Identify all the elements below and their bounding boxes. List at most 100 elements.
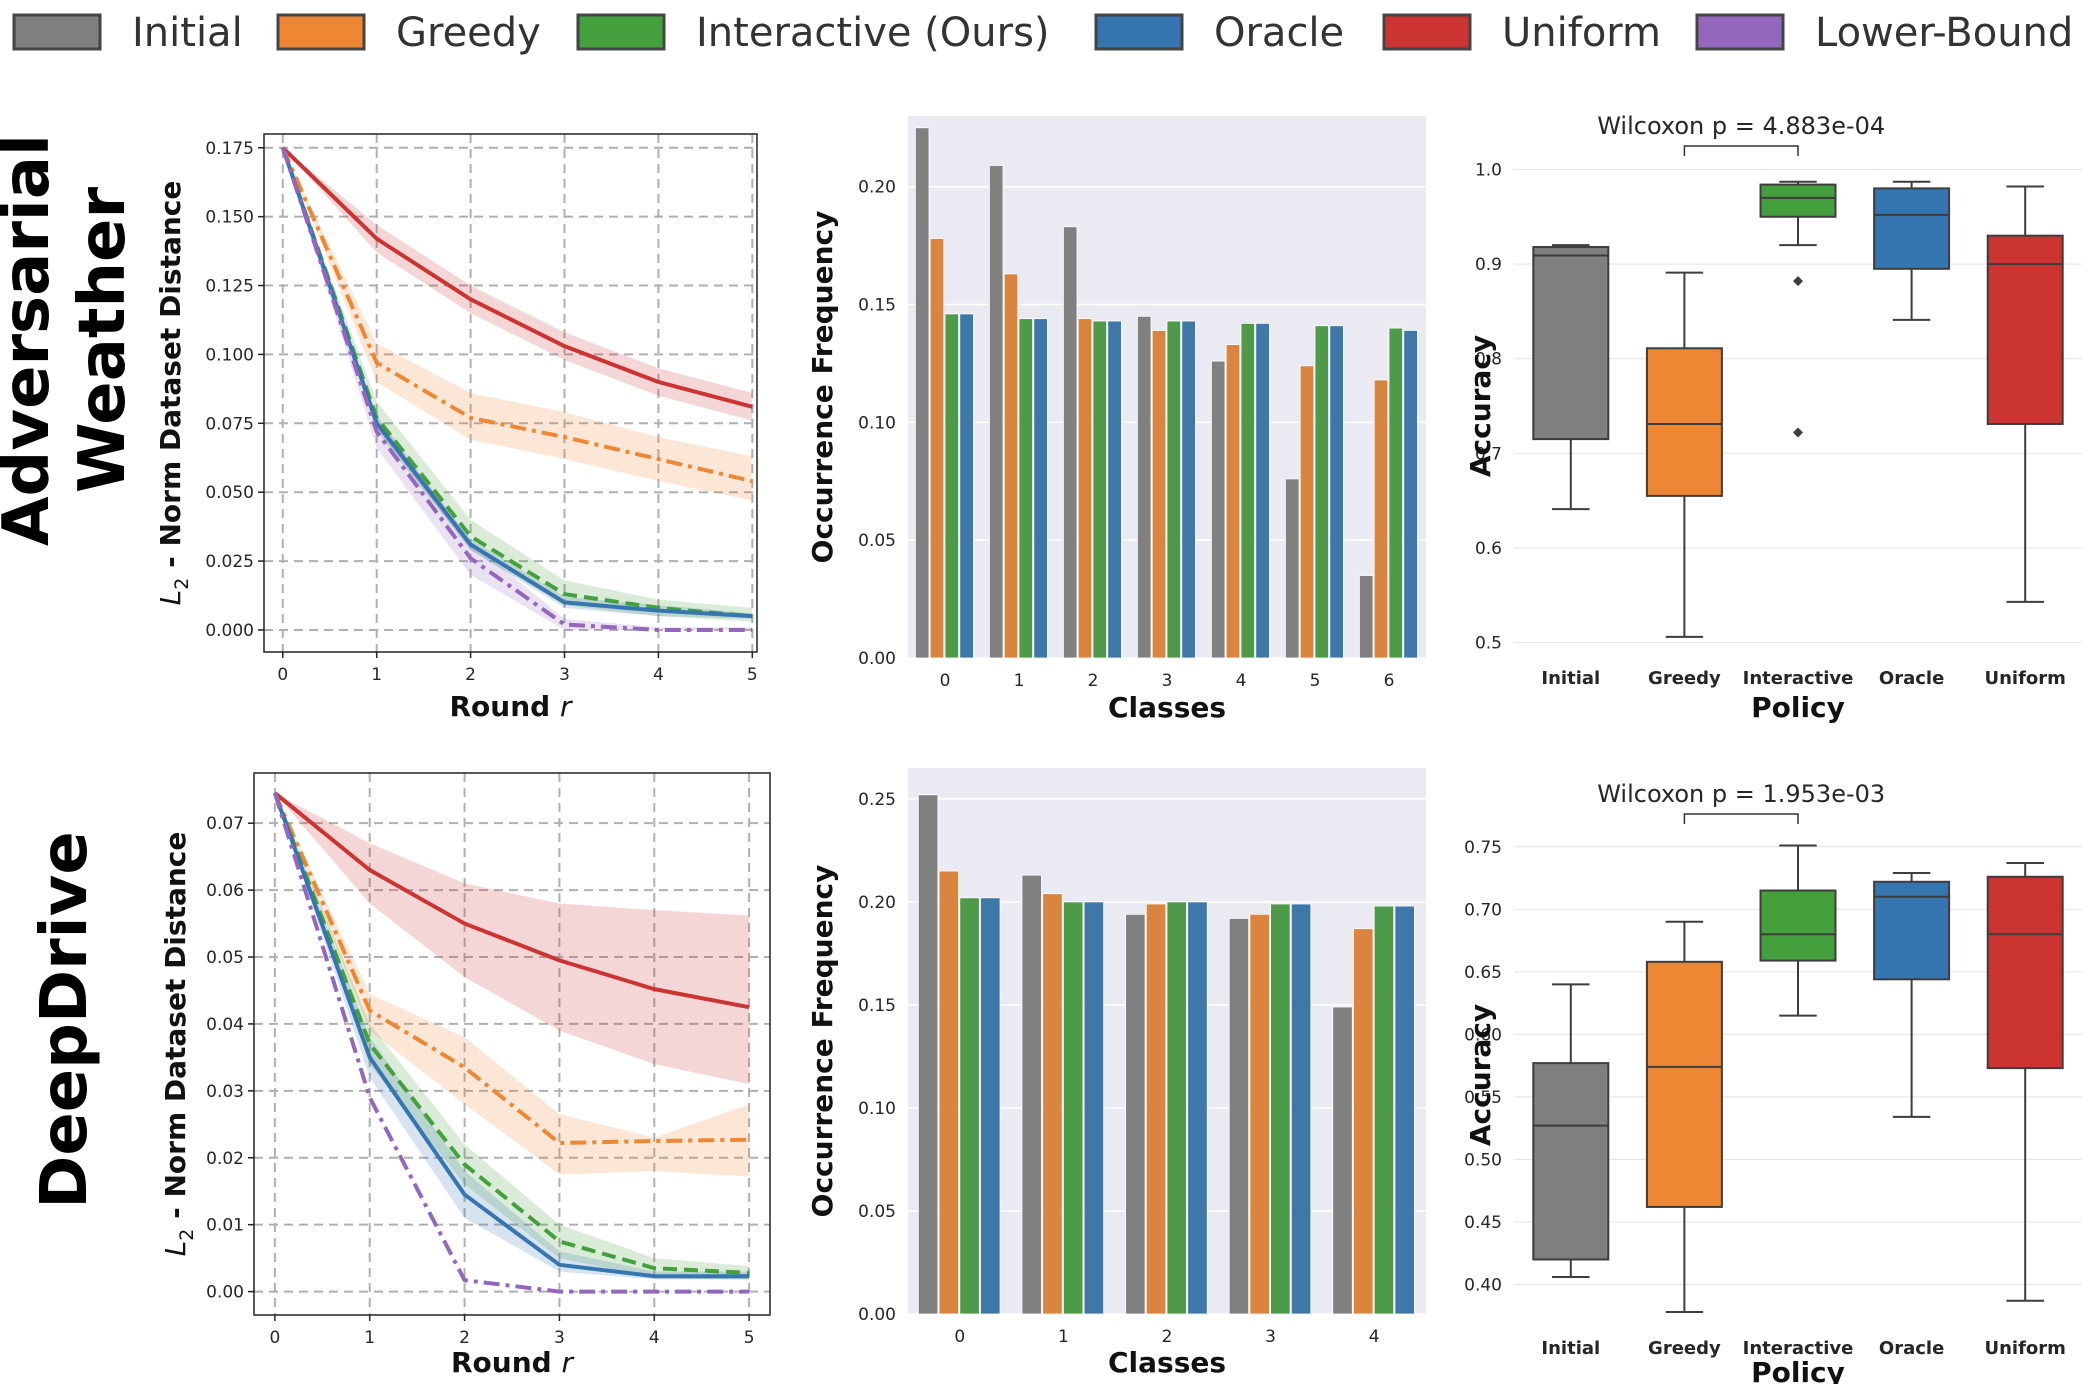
bar-initial-class-0 [917, 794, 939, 1315]
box-iqr [1873, 880, 1951, 981]
bar-interactive-class-4 [1240, 322, 1256, 659]
bar-greedy-class-0 [929, 238, 945, 659]
series-line-greedy [280, 146, 753, 484]
y-tick-label: 0.05 [206, 948, 244, 968]
y-tick-label: 0.175 [205, 139, 254, 159]
x-tick-label: 0 [954, 1327, 965, 1347]
box-iqr [1645, 347, 1723, 497]
y-tick-label: 0.10 [858, 413, 896, 433]
bar-interactive-class-1 [1063, 901, 1084, 1315]
significance-bracket [1683, 813, 1799, 824]
y-tick-label: 0.45 [1464, 1213, 1502, 1233]
bar-oracle-class-2 [1187, 901, 1208, 1315]
legend-label-oracle: Oracle [1214, 10, 1344, 56]
y-tick-label: 0.15 [858, 296, 896, 316]
row-label-line: Adversarial [0, 134, 64, 546]
bar-interactive-class-4 [1373, 905, 1395, 1315]
bar-interactive-class-2 [1166, 901, 1187, 1315]
bar-oracle-class-3 [1181, 320, 1196, 659]
dd-frequency-plot: 0.00 0.05 0.10 0.15 0.20 0.25 0 1 2 3 4 Classes Occu… [806, 768, 1426, 1379]
legend-swatch-interactive [576, 13, 666, 51]
box-iqr [1532, 1062, 1610, 1261]
bar-greedy-class-0 [938, 870, 960, 1315]
y-tick-label: 0.04 [206, 1015, 244, 1035]
bar-greedy-class-1 [1003, 273, 1019, 659]
x-tick-label: 1 [1058, 1327, 1069, 1347]
series-line-uniform [281, 146, 753, 409]
panel-dd-distance: 0 1 2 3 4 5 0.00 0.01 0.02 0.03 0.04 0.05 0.06 0.07 Ro… [159, 772, 771, 1379]
dd-distance-plot: 0 1 2 3 4 5 0.00 0.01 0.02 0.03 0.04 0.05 0.06 0.07 Ro… [159, 772, 771, 1379]
x-tick-label: 0 [277, 665, 288, 685]
y-tick-label: 0.20 [858, 178, 896, 198]
legend-label-uniform: Uniform [1502, 10, 1661, 56]
bar-greedy-class-2 [1077, 318, 1093, 659]
bar-interactive-class-0 [959, 897, 980, 1315]
x-tick-label: 4 [1236, 671, 1247, 691]
row-label-0: Adversarial Weather [0, 134, 140, 546]
box-iqr [1873, 187, 1951, 270]
bar-initial-class-2 [1125, 913, 1146, 1315]
x-axis-label: Round r [450, 690, 573, 723]
outlier-point [1793, 276, 1803, 287]
band-uniform [282, 147, 753, 421]
bar-greedy-class-3 [1151, 330, 1167, 659]
legend-swatch-initial [12, 13, 102, 51]
bar-oracle-class-4 [1394, 905, 1415, 1315]
x-tick-label: 3 [1162, 671, 1173, 691]
y-tick-label: 0.01 [206, 1216, 244, 1236]
series-line-uniform [273, 791, 750, 1010]
x-axis-label: Policy [1751, 1356, 1845, 1384]
box-initial [1532, 244, 1610, 511]
x-tick-label: 3 [559, 665, 570, 685]
y-tick-label: 0.025 [205, 552, 254, 572]
bar-oracle-class-1 [1033, 318, 1048, 659]
y-tick-label: 0.70 [1464, 900, 1502, 920]
y-tick-label: 0.02 [206, 1149, 244, 1169]
box-interactive [1759, 180, 1837, 438]
bar-initial-class-6 [1359, 575, 1374, 659]
bar-greedy-class-5 [1299, 365, 1315, 659]
x-tick-label: 3 [554, 1328, 565, 1348]
y-tick-label: 0.60 [1464, 1025, 1502, 1045]
y-axis-label: L2 - Norm Dataset Distance [159, 832, 198, 1257]
y-tick-label: 0.100 [205, 345, 254, 365]
y-tick-label: 0.05 [858, 1202, 896, 1222]
legend-label-initial: Initial [132, 10, 243, 56]
wilcoxon-annotation: Wilcoxon p = 1.953e-03 [1597, 780, 1885, 808]
y-tick-label: 0.03 [206, 1082, 244, 1102]
bar-interactive-class-1 [1018, 318, 1034, 659]
box-iqr [1986, 875, 2064, 1070]
bar-initial-class-3 [1228, 918, 1250, 1315]
x-tick-label: 2 [459, 1328, 470, 1348]
bar-oracle-class-6 [1403, 330, 1418, 659]
y-tick-label: 0.15 [858, 996, 896, 1016]
y-axis-label: Occurrence Frequency [806, 865, 839, 1218]
series-line-lowerbound [272, 792, 750, 1294]
plot-frame [253, 772, 771, 1316]
aw-distance-plot: 0 1 2 3 4 5 0.000 0.025 0.050 0.075 0.100 0.125 0.15… [154, 133, 758, 723]
y-tick-label: 0.05 [858, 531, 896, 551]
bar-interactive-class-2 [1092, 320, 1108, 659]
band-interactive [274, 793, 750, 1280]
x-tick-label: 4 [653, 665, 664, 685]
bar-oracle-class-2 [1107, 320, 1122, 659]
bar-initial-class-4 [1332, 1006, 1353, 1315]
plot-frame [263, 133, 758, 653]
series-line-interactive [272, 792, 750, 1275]
bar-oracle-class-0 [980, 897, 1001, 1315]
y-tick-label: 0.10 [858, 1099, 896, 1119]
bar-initial-class-0 [915, 127, 930, 659]
bar-initial-class-3 [1137, 315, 1152, 659]
row-label-line: Weather [66, 187, 140, 493]
legend-swatch-oracle [1094, 13, 1184, 51]
x-tick-label: 5 [744, 1328, 755, 1348]
y-tick-label: 0.50 [1464, 1150, 1502, 1170]
bar-interactive-class-0 [944, 313, 960, 659]
panel-dd-frequency: 0.00 0.05 0.10 0.15 0.20 0.25 0 1 2 3 4 Classes Occu… [806, 768, 1426, 1379]
legend-swatch-lowerbound [1695, 13, 1785, 51]
bar-interactive-class-3 [1166, 320, 1182, 659]
y-tick-label: 0.00 [858, 1305, 896, 1325]
x-tick-label: Greedy [1648, 668, 1721, 689]
x-tick-label: 5 [747, 665, 758, 685]
